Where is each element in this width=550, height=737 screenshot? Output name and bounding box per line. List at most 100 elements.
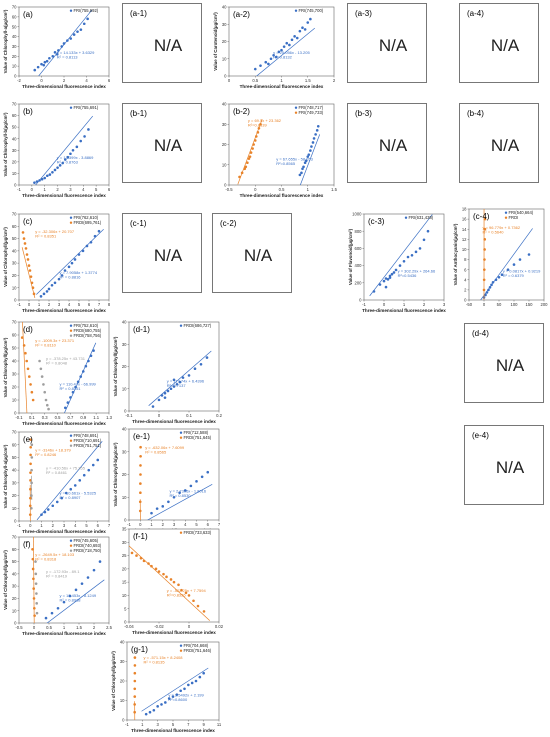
data-point xyxy=(155,507,159,510)
series-1 xyxy=(148,350,212,408)
na-box xyxy=(459,3,539,83)
r-squared-text: R² = 0.8938 xyxy=(60,598,82,603)
series-group xyxy=(369,214,433,297)
x-tick-label: 2 xyxy=(162,522,165,527)
data-point xyxy=(34,572,38,576)
data-point xyxy=(306,155,310,158)
y-tick-label: 15 xyxy=(122,580,127,585)
data-point xyxy=(47,287,51,291)
legend-entry: FRDI(710,691) xyxy=(74,438,102,443)
series-group xyxy=(31,537,105,623)
data-point xyxy=(44,616,48,620)
x-tick-label: 0 xyxy=(33,625,36,630)
y-tick-label: 60 xyxy=(12,224,17,229)
y-tick-label: 10 xyxy=(222,162,227,167)
plot-area xyxy=(128,321,220,412)
data-point xyxy=(42,292,46,296)
y-tick-label: 20 xyxy=(222,142,227,147)
series-group xyxy=(28,438,103,521)
legend-entry: FRI(712,588) xyxy=(184,430,209,435)
data-point xyxy=(69,487,73,491)
data-point xyxy=(72,33,76,36)
data-point xyxy=(194,679,198,683)
data-point xyxy=(34,582,38,585)
x-tick-label: -1 xyxy=(17,187,21,192)
x-tick-label: 9 xyxy=(202,722,205,727)
data-point xyxy=(285,41,289,45)
panel-label: (f) xyxy=(23,540,31,549)
r-squared-text: R² = 0.8907 xyxy=(60,495,82,500)
data-point xyxy=(259,64,262,67)
series-group xyxy=(480,209,533,300)
data-point xyxy=(31,398,35,402)
panel-d: 0 10 20 30 40 50 60 70 -0.1 0.1 0.3 0.5 0.7 0.9 1.1 1.3… xyxy=(3,320,113,426)
y-tick-label: 30 xyxy=(12,480,17,485)
series-1 xyxy=(63,342,97,413)
panel-label: (c-4) xyxy=(473,212,490,221)
r-squared-text: R²=0.8600 xyxy=(168,697,188,702)
x-tick-label: 1 xyxy=(141,722,144,727)
x-tick-label: 0 xyxy=(383,302,386,307)
data-point xyxy=(426,229,430,233)
y-tick-label: 30 xyxy=(222,22,227,27)
data-point xyxy=(53,168,57,172)
data-point xyxy=(139,482,142,485)
legend-marker xyxy=(69,216,73,219)
legend-entry: FRI(755,691) xyxy=(74,105,99,110)
data-point xyxy=(189,484,193,488)
panel-label: (a-4) xyxy=(467,9,484,18)
data-point xyxy=(193,367,197,371)
data-point xyxy=(29,445,32,449)
x-axis-label: Three-dimensional fluorescence index xyxy=(132,419,216,424)
x-tick-label: 5 xyxy=(95,187,98,192)
data-point xyxy=(157,570,161,573)
x-tick-label: 0.5 xyxy=(55,415,61,420)
r-squared-text: R²=0.8565 xyxy=(276,161,296,166)
series-2 xyxy=(31,537,36,623)
y-axis-label: Value of Chlorophyll-a(μg/cm²) xyxy=(3,444,8,508)
data-point xyxy=(29,275,33,278)
data-point xyxy=(183,687,186,691)
series-1 xyxy=(253,17,316,76)
data-point xyxy=(206,470,210,474)
x-tick-label: 200 xyxy=(541,302,549,307)
series-2 xyxy=(482,209,487,300)
na-box xyxy=(347,3,427,83)
data-point xyxy=(202,671,205,675)
data-point xyxy=(29,453,32,457)
y-tick-label: 50 xyxy=(12,125,17,130)
na-text: N/A xyxy=(154,136,183,155)
x-tick-label: 100 xyxy=(511,302,519,307)
y-tick-label: 0 xyxy=(14,519,17,524)
panel-c-1: (c-1) N/A xyxy=(122,213,202,293)
x-tick-label: 0.1 xyxy=(186,413,192,418)
y-tick-label: 70 xyxy=(12,5,17,10)
y-tick-label: 60 xyxy=(12,442,17,447)
data-point xyxy=(28,269,32,272)
data-point xyxy=(53,281,57,285)
legend-marker xyxy=(69,106,73,109)
data-point xyxy=(179,689,182,693)
trend-line xyxy=(46,579,105,623)
data-point xyxy=(398,264,402,267)
trend-line xyxy=(480,228,533,300)
equation-text: y = 14.133x + 3.6329 xyxy=(57,50,95,55)
trend-line xyxy=(299,134,321,185)
na-text: N/A xyxy=(154,246,183,265)
series-group xyxy=(148,350,212,408)
plot-area xyxy=(126,641,220,721)
data-point xyxy=(68,594,72,598)
legend-marker xyxy=(179,531,183,534)
data-point xyxy=(483,258,486,261)
data-point xyxy=(167,697,171,700)
legend-marker xyxy=(179,436,183,439)
data-point xyxy=(295,36,299,40)
series-2 xyxy=(28,438,32,521)
data-point xyxy=(71,148,75,152)
equation-text: y = 10.661x - 5.5325 xyxy=(60,490,97,495)
x-tick-label: -0.1 xyxy=(15,415,23,420)
r-squared-text: R² = 0.8565 xyxy=(145,450,167,455)
r-squared-text: R² = 0.8763 xyxy=(57,160,79,165)
legend-entry: FRDI(758,756) xyxy=(74,333,102,338)
y-tick-label: 800 xyxy=(355,229,363,234)
